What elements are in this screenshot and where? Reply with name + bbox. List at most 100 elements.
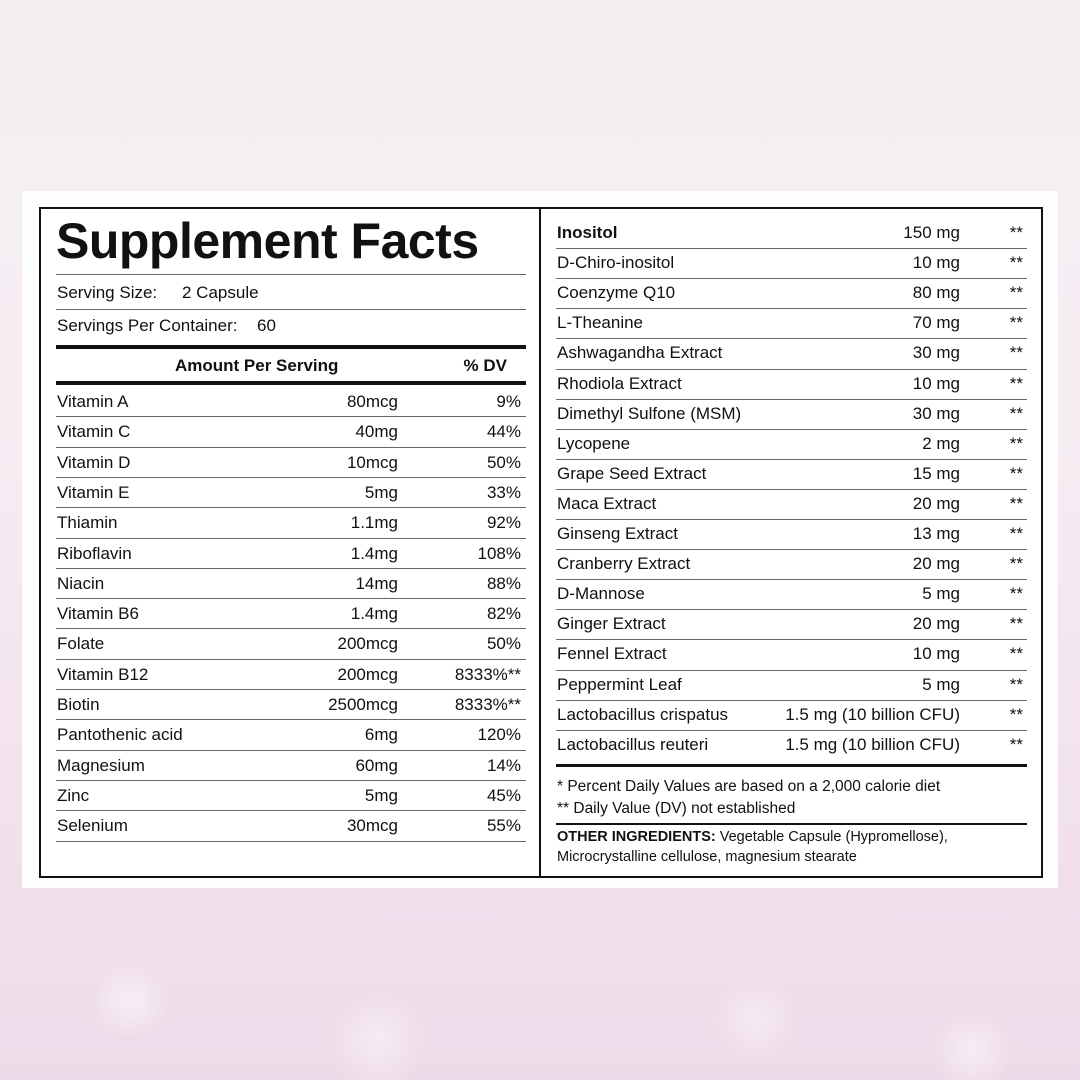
nutrient-name: Niacin — [57, 573, 105, 593]
nutrient-amount: 80mcg — [346, 392, 398, 411]
nutrient-name: Thiamin — [57, 513, 118, 533]
servings-per-container-value: 60 — [257, 316, 276, 335]
row-divider — [556, 248, 1027, 250]
page-title: Supplement Facts — [56, 213, 479, 269]
thick-rule — [56, 381, 526, 385]
nutrient-dv: ** — [1009, 253, 1023, 273]
nutrient-dv: ** — [1009, 223, 1023, 242]
row-divider — [556, 579, 1027, 581]
row-divider — [556, 278, 1027, 280]
nutrient-dv: ** — [1009, 433, 1023, 453]
nutrient-dv: 82% — [486, 604, 521, 624]
row-divider — [56, 416, 526, 418]
nutrient-dv: 50% — [486, 452, 521, 472]
row-divider — [56, 749, 526, 751]
other-ingredients-line-1: OTHER INGREDIENTS: Vegetable Capsule (Hy… — [557, 829, 948, 845]
nutrient-amount: 30 mg — [912, 343, 960, 363]
nutrient-dv: ** — [1009, 614, 1023, 634]
nutrient-name: Peppermint Leaf — [557, 674, 682, 694]
nutrient-dv: 14% — [486, 755, 521, 775]
nutrient-amount: 10 mg — [912, 253, 960, 273]
dv-header: % DV — [463, 356, 507, 375]
nutrient-name: Vitamin D — [57, 452, 131, 472]
nutrient-dv: 108% — [477, 543, 521, 563]
nutrient-name: Magnesium — [57, 755, 145, 775]
nutrient-amount: 2 mg — [922, 433, 960, 453]
nutrient-dv: ** — [1009, 524, 1023, 543]
nutrient-dv: ** — [1009, 644, 1023, 664]
thick-rule — [556, 764, 1027, 767]
nutrient-dv: 120% — [477, 725, 521, 745]
row-divider — [56, 658, 526, 660]
nutrient-name: D-Mannose — [557, 584, 645, 604]
row-divider — [56, 598, 526, 600]
nutrient-amount: 40mg — [355, 422, 398, 442]
nutrient-name: Cranberry Extract — [557, 554, 691, 574]
nutrient-amount: 20 mg — [912, 614, 960, 634]
serving-size-value: 2 Capsule — [182, 283, 259, 302]
serving-size-label: Serving Size: — [57, 283, 158, 302]
amount-per-serving-header: Amount Per Serving — [175, 356, 339, 375]
row-divider — [556, 338, 1027, 340]
row-divider — [56, 446, 526, 448]
nutrient-dv: 8333%** — [454, 664, 521, 684]
nutrient-dv: ** — [1009, 403, 1023, 423]
row-divider — [556, 488, 1027, 490]
other-ingredients-text: Vegetable Capsule (Hypromellose), — [719, 829, 948, 845]
row-divider — [556, 428, 1027, 430]
nutrient-dv: 55% — [486, 816, 521, 836]
nutrient-name: Lycopene — [557, 433, 631, 453]
servings-per-container-label: Servings Per Container: — [57, 316, 238, 335]
row-divider — [56, 779, 526, 781]
nutrient-dv: 33% — [486, 482, 521, 502]
nutrient-amount: 14mg — [355, 573, 398, 593]
nutrient-amount: 10 mg — [912, 373, 960, 393]
nutrient-amount: 200mcg — [337, 664, 398, 684]
nutrient-name: Ginger Extract — [557, 614, 666, 634]
nutrient-name: Folate — [57, 634, 105, 654]
nutrient-dv: ** — [1009, 343, 1023, 363]
row-divider — [56, 840, 526, 842]
nutrient-name: Ginseng Extract — [557, 524, 678, 543]
nutrient-name: Fennel Extract — [557, 644, 667, 664]
nutrient-amount: 15 mg — [912, 463, 960, 483]
nutrient-amount: 20 mg — [912, 554, 960, 574]
nutrient-dv: 50% — [486, 634, 521, 654]
nutrient-amount: 1.4mg — [350, 604, 398, 624]
divider — [56, 309, 526, 310]
nutrient-name: Vitamin E — [57, 482, 130, 502]
nutrient-dv: 92% — [486, 513, 521, 533]
nutrient-amount: 6mg — [364, 725, 398, 745]
thick-rule — [56, 345, 526, 349]
nutrient-name: Vitamin C — [57, 422, 131, 442]
nutrient-amount: 80 mg — [912, 283, 960, 303]
row-divider — [556, 729, 1027, 731]
nutrient-name: L-Theanine — [557, 313, 644, 333]
nutrient-dv: ** — [1009, 313, 1023, 333]
nutrient-name: Riboflavin — [57, 543, 132, 563]
row-divider — [56, 689, 526, 690]
row-divider — [556, 699, 1027, 701]
row-divider — [556, 669, 1027, 671]
nutrient-amount: 200mcg — [337, 634, 398, 654]
nutrient-amount: 10 mg — [912, 644, 960, 664]
nutrient-name: Ashwagandha Extract — [557, 343, 723, 363]
row-divider — [56, 719, 526, 721]
nutrient-amount: 70 mg — [912, 313, 960, 333]
nutrient-name: Lactobacillus crispatus — [557, 704, 729, 724]
nutrient-name: Maca Extract — [557, 493, 657, 513]
nutrient-dv: 88% — [486, 573, 521, 593]
row-divider — [556, 519, 1027, 520]
row-divider — [556, 368, 1027, 370]
nutrient-amount: 5 mg — [922, 584, 960, 604]
nutrient-amount: 20 mg — [912, 493, 960, 513]
row-divider — [556, 639, 1027, 641]
column-divider — [539, 207, 541, 878]
row-divider — [56, 537, 526, 539]
nutrient-amount: 5mg — [364, 785, 398, 805]
nutrient-amount: 1.5 mg (10 billion CFU) — [785, 734, 960, 754]
nutrient-name: Rhodiola Extract — [557, 373, 682, 393]
row-divider — [56, 810, 526, 812]
nutrient-amount: 60mg — [355, 755, 398, 775]
nutrient-name: Zinc — [57, 785, 90, 805]
